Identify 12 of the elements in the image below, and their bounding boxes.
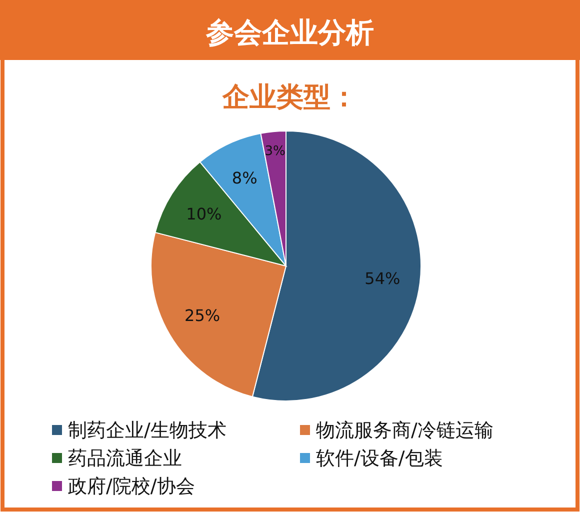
legend-label: 制药企业/生物技术 (68, 420, 226, 442)
data-label: 3% (264, 144, 286, 159)
legend-label: 政府/院校/协会 (68, 476, 195, 498)
data-label: 10% (186, 204, 222, 224)
data-label: 25% (184, 306, 220, 326)
legend-label: 物流服务商/冷链运输 (316, 420, 494, 442)
chart-subtitle: 企业类型： (222, 82, 358, 113)
data-label: 8% (232, 168, 258, 188)
legend-label: 软件/设备/包装 (316, 448, 443, 470)
chart-title: 参会企业分析 (205, 16, 374, 49)
legend-label: 药品流通企业 (68, 448, 182, 470)
data-label: 54% (364, 268, 400, 288)
